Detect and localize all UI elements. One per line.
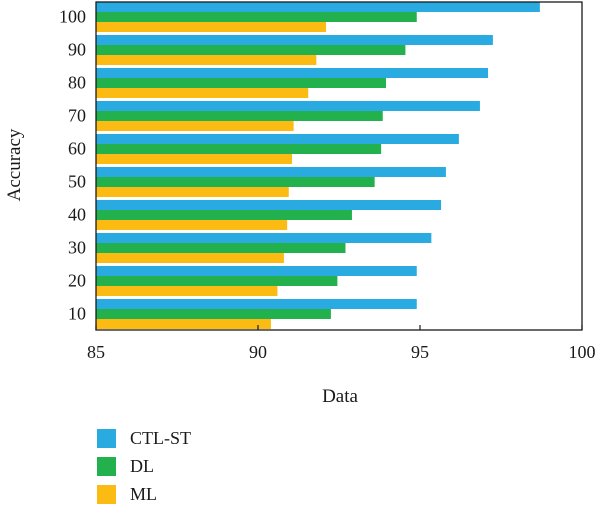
bar-ml-60 [96,154,293,164]
bar-dl-60 [96,144,382,154]
y-tick-label: 80 [68,73,86,93]
legend: CTL-ST DL ML [97,428,191,512]
x-tick-label: 100 [569,342,596,362]
legend-swatch [97,457,116,476]
plot-frame [95,1,583,331]
x-tick-label: 95 [411,342,429,362]
legend-item: CTL-ST [97,428,191,449]
bar-dl-20 [96,276,338,286]
bar-ctl-st-80 [96,68,489,78]
legend-label: ML [130,484,157,504]
bar-ml-30 [96,253,284,263]
legend-swatch [97,429,116,448]
y-tick-label: 30 [68,238,86,258]
legend-swatch [97,485,116,504]
y-tick-label: 100 [59,7,86,27]
bar-dl-70 [96,111,383,121]
bar-ctl-st-60 [96,134,459,144]
bar-ctl-st-70 [96,101,480,111]
y-tick-label: 10 [68,304,86,324]
bar-ctl-st-90 [96,35,493,45]
bar-ctl-st-40 [96,200,442,210]
y-tick-label: 20 [68,271,86,291]
x-tick-label: 85 [87,342,105,362]
bar-ml-70 [96,121,294,131]
legend-item: ML [97,484,191,505]
bar-dl-40 [96,210,352,220]
y-axis-label: Accuracy [4,128,25,201]
y-tick-label: 50 [68,172,86,192]
bar-ml-100 [96,22,327,32]
bar-ml-90 [96,55,317,65]
bar-ctl-st-100 [96,2,540,12]
bar-dl-50 [96,177,375,187]
bar-ctl-st-20 [96,266,417,276]
bar-dl-100 [96,12,417,22]
bar-dl-30 [96,243,346,253]
bar-ml-50 [96,187,289,197]
legend-label: CTL-ST [130,428,191,448]
bar-dl-10 [96,309,331,319]
y-tick-label: 70 [68,106,86,126]
legend-label: DL [130,456,154,476]
bar-ctl-st-10 [96,299,417,309]
x-tick-label: 90 [249,342,267,362]
y-tick-label: 60 [68,139,86,159]
legend-item: DL [97,456,191,477]
bar-ml-80 [96,88,309,98]
bar-ml-40 [96,220,288,230]
bar-ctl-st-30 [96,233,432,243]
bar-dl-90 [96,45,406,55]
bar-chart: 10 20 30 40 50 60 70 80 90 100 85 90 95 100 Data Accura… [4,1,596,407]
x-axis-label: Data [322,386,358,407]
bar-ml-20 [96,286,278,296]
bar-dl-80 [96,78,386,88]
bar-ctl-st-50 [96,167,446,177]
y-tick-label: 40 [68,205,86,225]
y-tick-label: 90 [68,40,86,60]
bar-ml-10 [96,319,271,329]
